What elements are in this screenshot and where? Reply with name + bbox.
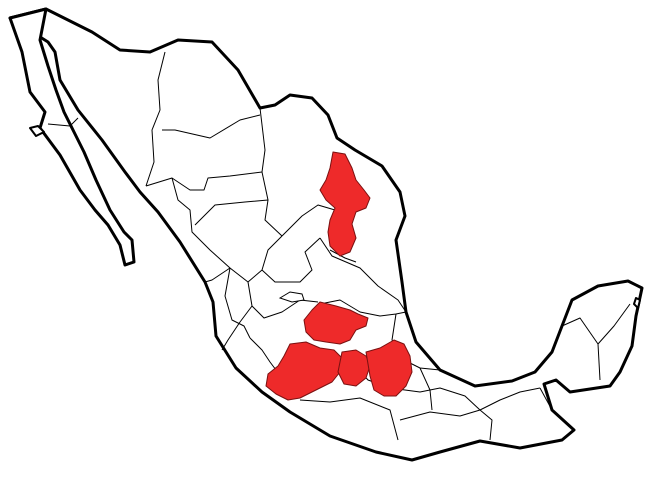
cozumel-island <box>633 297 641 309</box>
highlighted-region-east <box>365 339 413 397</box>
state-borders <box>47 51 631 441</box>
highlighted-region-west <box>265 341 343 401</box>
highlighted-regions <box>265 151 413 401</box>
tiburon-island <box>29 125 45 137</box>
mexico-outline <box>8 7 644 462</box>
lake-chapala <box>278 291 305 303</box>
highlighted-region-center <box>337 349 371 387</box>
highlighted-region-north <box>319 151 371 257</box>
baja-california-outline <box>8 7 136 267</box>
highlighted-region-central-north <box>303 301 369 345</box>
